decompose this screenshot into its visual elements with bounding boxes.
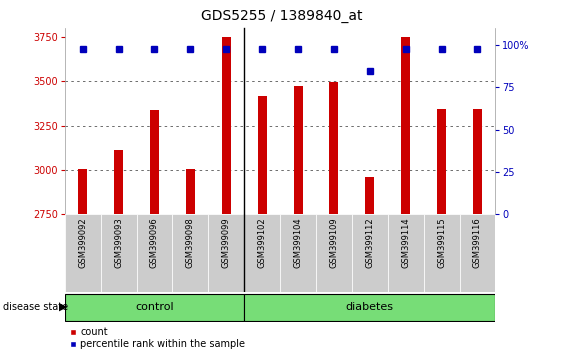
Bar <box>101 214 137 292</box>
Bar <box>65 214 101 292</box>
Bar <box>437 109 446 214</box>
Bar <box>114 149 123 214</box>
Text: GSM399102: GSM399102 <box>258 217 267 268</box>
Bar <box>352 214 388 292</box>
Bar <box>258 96 267 214</box>
Text: GSM399116: GSM399116 <box>473 217 482 268</box>
Bar <box>401 37 410 214</box>
Bar <box>388 214 424 292</box>
Bar <box>78 169 87 214</box>
Text: disease state: disease state <box>3 302 68 312</box>
Text: GSM399115: GSM399115 <box>437 217 446 268</box>
Bar <box>280 214 316 292</box>
Bar <box>459 214 495 292</box>
Text: GSM399093: GSM399093 <box>114 217 123 268</box>
Bar <box>329 82 338 214</box>
Bar <box>137 214 172 292</box>
Text: GSM399096: GSM399096 <box>150 217 159 268</box>
Bar <box>424 214 459 292</box>
Bar <box>65 293 244 321</box>
Bar <box>244 293 495 321</box>
Bar <box>365 177 374 214</box>
Text: GSM399109: GSM399109 <box>329 217 338 268</box>
Text: diabetes: diabetes <box>346 302 394 312</box>
Text: ▶: ▶ <box>59 302 67 312</box>
Bar <box>316 214 352 292</box>
Text: GSM399099: GSM399099 <box>222 217 231 268</box>
Text: GDS5255 / 1389840_at: GDS5255 / 1389840_at <box>201 9 362 23</box>
Bar <box>222 37 231 214</box>
Text: control: control <box>135 302 174 312</box>
Bar <box>244 214 280 292</box>
Text: GSM399112: GSM399112 <box>365 217 374 268</box>
Bar <box>208 214 244 292</box>
Text: GSM399104: GSM399104 <box>293 217 302 268</box>
Text: GSM399098: GSM399098 <box>186 217 195 268</box>
Bar <box>473 109 482 214</box>
Bar <box>172 214 208 292</box>
Legend: count, percentile rank within the sample: count, percentile rank within the sample <box>70 327 245 349</box>
Bar <box>293 86 302 214</box>
Bar <box>186 169 195 214</box>
Text: GSM399092: GSM399092 <box>78 217 87 268</box>
Bar <box>150 110 159 214</box>
Text: GSM399114: GSM399114 <box>401 217 410 268</box>
